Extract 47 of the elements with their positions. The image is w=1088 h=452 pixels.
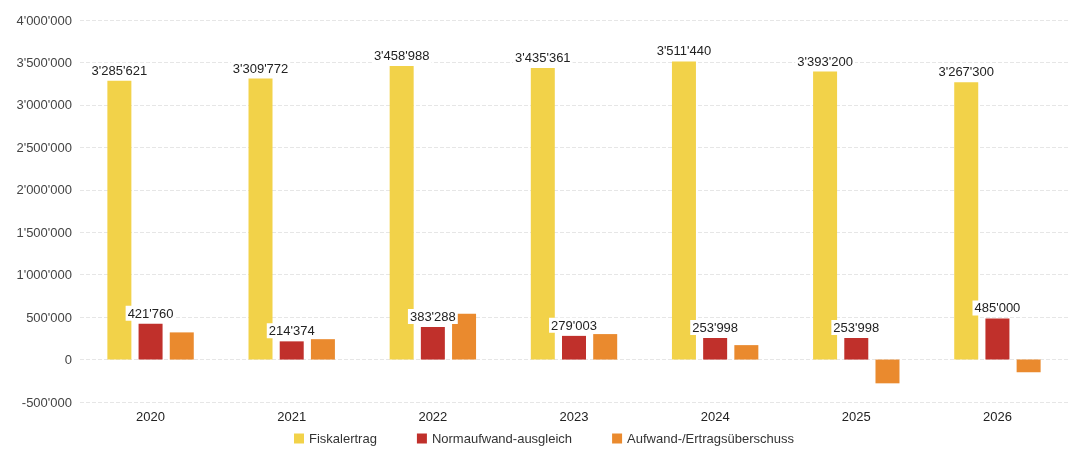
x-tick-label: 2023 — [559, 409, 589, 424]
bar — [169, 332, 194, 360]
data-label: 3'511'440 — [656, 43, 712, 59]
data-label: 3'309'772 — [232, 60, 289, 76]
data-label: 485'000 — [974, 300, 1021, 316]
y-tick-label: 1'000'000 — [16, 267, 72, 283]
data-label: 3'285'621 — [91, 62, 148, 78]
x-tick-label: 2024 — [700, 409, 730, 424]
y-tick-label: 4'000'000 — [16, 12, 72, 28]
data-label: 3'435'361 — [515, 49, 571, 65]
y-tick-label: 500'000 — [26, 309, 72, 325]
legend-label: Normaufwand-ausgleich — [431, 431, 573, 446]
bar — [703, 337, 728, 360]
x-tick-label: 2026 — [982, 409, 1012, 424]
bar — [734, 345, 759, 360]
data-label: 421'760 — [127, 305, 174, 321]
bar — [279, 341, 304, 360]
bar — [138, 323, 163, 360]
y-tick-label: 2'000'000 — [16, 182, 72, 198]
data-label: 383'288 — [409, 309, 456, 325]
y-tick-label: 3'500'000 — [16, 54, 72, 70]
y-tick-label: -500'000 — [21, 394, 72, 410]
bar — [310, 339, 335, 360]
bar — [844, 337, 869, 360]
data-label: 253'998 — [692, 319, 739, 335]
bar — [420, 327, 445, 360]
data-label: 3'458'988 — [373, 47, 430, 63]
data-label: 253'998 — [833, 319, 880, 335]
bar — [593, 334, 618, 360]
legend-label: Aufwand-/Ertragsüberschuss — [627, 431, 795, 446]
bar — [985, 318, 1010, 360]
x-tick-label: 2025 — [841, 409, 871, 424]
data-label: 3'393'200 — [797, 53, 853, 69]
bar — [875, 359, 900, 384]
legend-label: Fiskalertrag — [309, 431, 377, 446]
data-label: 279'003 — [551, 317, 597, 333]
y-tick-label: 2'500'000 — [16, 139, 72, 155]
x-tick-label: 2020 — [136, 409, 166, 424]
y-tick-label: 3'000'000 — [16, 97, 72, 113]
y-tick-label: 0 — [64, 352, 72, 368]
x-tick-label: 2022 — [418, 409, 448, 424]
x-tick-label: 2021 — [277, 409, 307, 424]
data-label: 214'374 — [268, 323, 315, 339]
bar — [562, 335, 586, 360]
y-tick-label: 1'500'000 — [16, 224, 72, 240]
bar — [1016, 359, 1041, 373]
data-label: 3'267'300 — [938, 64, 995, 80]
